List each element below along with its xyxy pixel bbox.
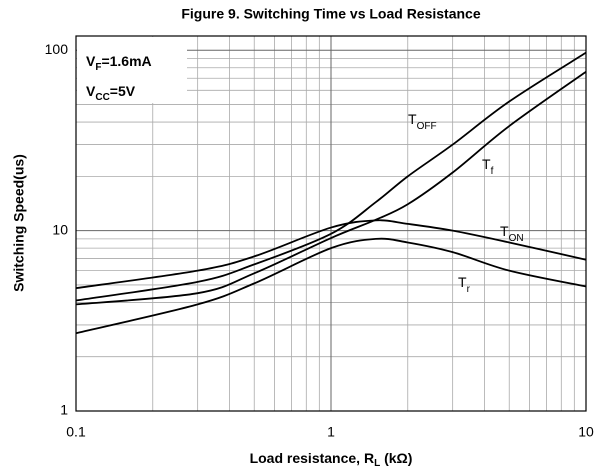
- series-label-main: T: [500, 223, 509, 239]
- series-label: Tr: [458, 274, 471, 295]
- series-line: [75, 219, 587, 290]
- series-label-sub: ON: [509, 233, 524, 244]
- x-label-suffix: (kΩ): [380, 450, 412, 466]
- annotation-main: V: [86, 83, 96, 99]
- x-axis-label: Load resistance, RL (kΩ): [250, 450, 413, 469]
- annotation-main: V: [86, 53, 96, 69]
- series-label: TON: [500, 223, 524, 244]
- y-tick-label: 1: [60, 402, 68, 418]
- x-label-main: Load resistance, R: [250, 450, 375, 466]
- plot-frame: [75, 35, 587, 412]
- annotation-sub: CC: [95, 92, 109, 103]
- x-tick-label: 1: [327, 424, 335, 440]
- annotation: VCC=5V: [86, 83, 136, 103]
- series-label: TOFF: [408, 111, 437, 132]
- y-tick-label: 10: [52, 221, 68, 237]
- series-line: [75, 51, 587, 302]
- series-label-main: T: [408, 111, 417, 127]
- series-label: Tf: [482, 156, 494, 177]
- annotation-suffix: =5V: [110, 83, 136, 99]
- y-tick-label: 100: [45, 41, 69, 57]
- series-label-sub: r: [467, 284, 471, 295]
- series-label-sub: OFF: [417, 121, 437, 132]
- series-label-main: T: [458, 274, 467, 290]
- x-tick-label: 0.1: [66, 424, 86, 440]
- series-label-main: T: [482, 156, 491, 172]
- annotation: VF=1.6mA: [86, 53, 152, 73]
- annotation-box: [77, 37, 187, 103]
- series-line: [75, 237, 587, 335]
- x-tick-label: 10: [578, 424, 594, 440]
- annotation-suffix: =1.6mA: [101, 53, 151, 69]
- y-axis-label: Switching Speed(us): [11, 154, 27, 292]
- series-label-sub: f: [491, 166, 494, 177]
- x-label-sub: L: [374, 458, 380, 469]
- annotation-sub: F: [95, 62, 101, 73]
- chart-title: Figure 9. Switching Time vs Load Resista…: [181, 6, 480, 22]
